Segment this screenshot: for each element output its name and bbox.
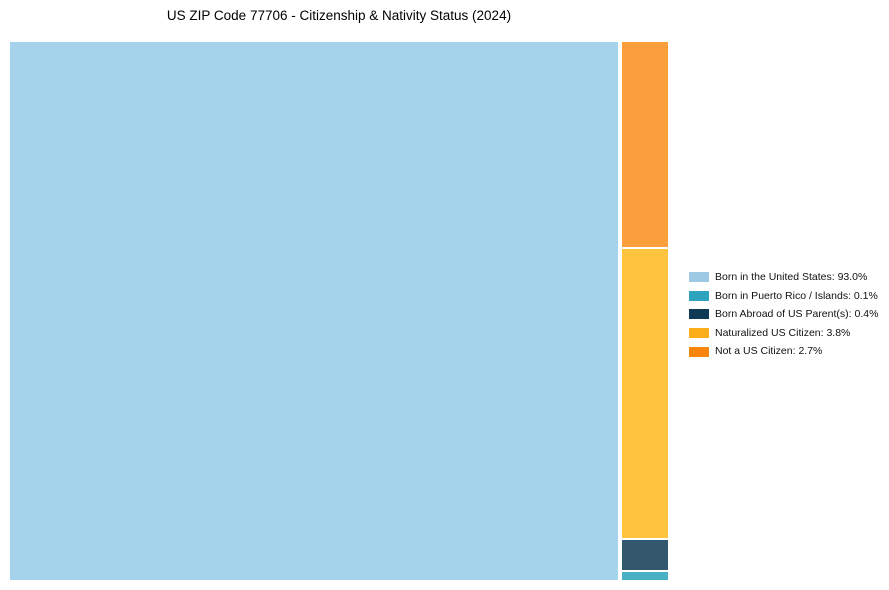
- legend-swatch-born-in-the-united-states: [689, 272, 709, 283]
- treemap-rect-born-abroad-of-us-parent-s: [622, 540, 668, 571]
- legend-label: Born in Puerto Rico / Islands: 0.1%: [715, 289, 878, 302]
- treemap-plot: [10, 42, 668, 580]
- treemap-rect-born-in-the-united-states: [10, 42, 618, 580]
- treemap-rect-not-a-us-citizen: [622, 42, 668, 248]
- legend-label: Not a US Citizen: 2.7%: [715, 345, 823, 358]
- legend: Born in the United States: 93.0% Born in …: [689, 268, 878, 361]
- legend-label: Born in the United States: 93.0%: [715, 271, 868, 284]
- legend-swatch-born-in-puerto-rico-islands: [689, 290, 709, 301]
- legend-label: Naturalized US Citizen: 3.8%: [715, 326, 851, 339]
- treemap-rect-born-in-puerto-rico-islands: [622, 572, 668, 580]
- legend-item-born-in-puerto-rico-islands: Born in Puerto Rico / Islands: 0.1%: [689, 287, 878, 306]
- legend-item-naturalized-us-citizen: Naturalized US Citizen: 3.8%: [689, 324, 878, 343]
- legend-item-born-in-the-united-states: Born in the United States: 93.0%: [689, 268, 878, 287]
- legend-label: Born Abroad of US Parent(s): 0.4%: [715, 308, 879, 321]
- treemap-rect-naturalized-us-citizen: [622, 249, 668, 538]
- legend-swatch-not-a-us-citizen: [689, 346, 709, 357]
- legend-item-born-abroad-of-us-parent-s: Born Abroad of US Parent(s): 0.4%: [689, 305, 878, 324]
- legend-swatch-born-abroad-of-us-parent-s: [689, 309, 709, 320]
- legend-item-not-a-us-citizen: Not a US Citizen: 2.7%: [689, 342, 878, 361]
- chart-title: US ZIP Code 77706 - Citizenship & Nativi…: [166, 8, 512, 23]
- legend-swatch-naturalized-us-citizen: [689, 328, 709, 339]
